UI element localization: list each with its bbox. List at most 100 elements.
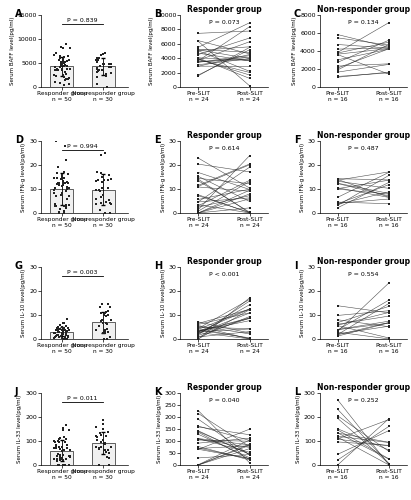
Point bbox=[61, 59, 67, 67]
Point bbox=[195, 46, 202, 54]
Point bbox=[93, 186, 99, 194]
Text: P = 0.040: P = 0.040 bbox=[209, 398, 239, 403]
Point bbox=[335, 177, 341, 185]
Point bbox=[195, 318, 202, 326]
Point bbox=[63, 328, 70, 336]
Point bbox=[59, 330, 65, 338]
Point bbox=[53, 169, 60, 177]
Point bbox=[335, 330, 341, 338]
Point bbox=[386, 322, 392, 330]
Point bbox=[386, 168, 392, 176]
Point bbox=[246, 50, 253, 58]
Point bbox=[246, 306, 253, 314]
Point bbox=[96, 54, 102, 62]
Point bbox=[246, 442, 253, 450]
Point bbox=[57, 321, 63, 329]
Point bbox=[195, 46, 202, 54]
Point bbox=[61, 335, 67, 343]
Point bbox=[58, 326, 65, 334]
Point bbox=[103, 72, 109, 80]
Point bbox=[195, 461, 202, 469]
Point bbox=[195, 423, 202, 431]
Point bbox=[246, 442, 253, 450]
Point bbox=[64, 195, 70, 203]
Point bbox=[51, 186, 58, 194]
Point bbox=[335, 450, 341, 458]
Point bbox=[63, 330, 69, 338]
Point bbox=[195, 202, 202, 209]
Point bbox=[63, 70, 70, 78]
Text: P = 0.554: P = 0.554 bbox=[348, 272, 379, 277]
Bar bbox=[92, 66, 115, 87]
Point bbox=[195, 56, 202, 64]
Point bbox=[386, 461, 392, 469]
Point bbox=[246, 209, 253, 217]
Point bbox=[58, 334, 65, 342]
Point bbox=[64, 62, 70, 70]
Point bbox=[96, 186, 102, 194]
Point bbox=[335, 330, 341, 338]
Point bbox=[195, 160, 202, 168]
Point bbox=[98, 51, 104, 59]
Point bbox=[60, 71, 66, 79]
Point bbox=[97, 200, 104, 207]
Point bbox=[246, 437, 253, 445]
Point bbox=[103, 312, 109, 320]
Point bbox=[386, 36, 392, 44]
Point bbox=[97, 302, 103, 310]
Point bbox=[65, 52, 72, 60]
Point bbox=[54, 65, 60, 73]
Point bbox=[63, 156, 69, 164]
Point bbox=[246, 431, 253, 439]
Point bbox=[58, 60, 65, 68]
Point bbox=[53, 441, 60, 449]
Point bbox=[246, 330, 253, 338]
Bar bbox=[51, 66, 73, 87]
Point bbox=[246, 450, 253, 458]
Point bbox=[246, 190, 253, 198]
Point bbox=[386, 44, 392, 52]
Point bbox=[106, 334, 113, 342]
Point bbox=[92, 200, 99, 207]
Point bbox=[55, 324, 61, 332]
Point bbox=[246, 436, 253, 444]
Y-axis label: Serum IL-33 level(pg/ml): Serum IL-33 level(pg/ml) bbox=[296, 395, 301, 463]
Point bbox=[54, 461, 61, 469]
Point bbox=[59, 426, 66, 434]
Bar bbox=[92, 443, 115, 465]
Bar bbox=[92, 190, 115, 213]
Point bbox=[246, 454, 253, 462]
Point bbox=[195, 436, 202, 444]
Point bbox=[386, 38, 392, 46]
Point bbox=[246, 329, 253, 337]
Point bbox=[59, 66, 65, 74]
Point bbox=[195, 434, 202, 442]
Point bbox=[63, 328, 69, 336]
Text: G: G bbox=[15, 261, 23, 271]
Point bbox=[66, 454, 73, 462]
Point bbox=[61, 433, 67, 441]
Point bbox=[99, 319, 106, 327]
Point bbox=[93, 168, 100, 176]
Text: P < 0.001: P < 0.001 bbox=[209, 272, 239, 277]
Y-axis label: Serum BAFF level(pg/ml): Serum BAFF level(pg/ml) bbox=[292, 17, 297, 85]
Point bbox=[60, 424, 67, 432]
Point bbox=[386, 442, 392, 450]
Point bbox=[58, 171, 65, 179]
Point bbox=[246, 48, 253, 56]
Point bbox=[92, 422, 99, 430]
Point bbox=[65, 461, 72, 469]
Point bbox=[335, 432, 341, 440]
Point bbox=[105, 454, 112, 462]
Point bbox=[52, 200, 58, 208]
Point bbox=[65, 332, 72, 340]
Point bbox=[335, 412, 341, 420]
Point bbox=[62, 62, 69, 70]
Point bbox=[246, 178, 253, 186]
Point bbox=[54, 452, 60, 460]
Point bbox=[246, 454, 253, 462]
Point bbox=[246, 192, 253, 200]
Point bbox=[106, 60, 112, 68]
Point bbox=[60, 328, 67, 336]
Point bbox=[60, 73, 67, 81]
